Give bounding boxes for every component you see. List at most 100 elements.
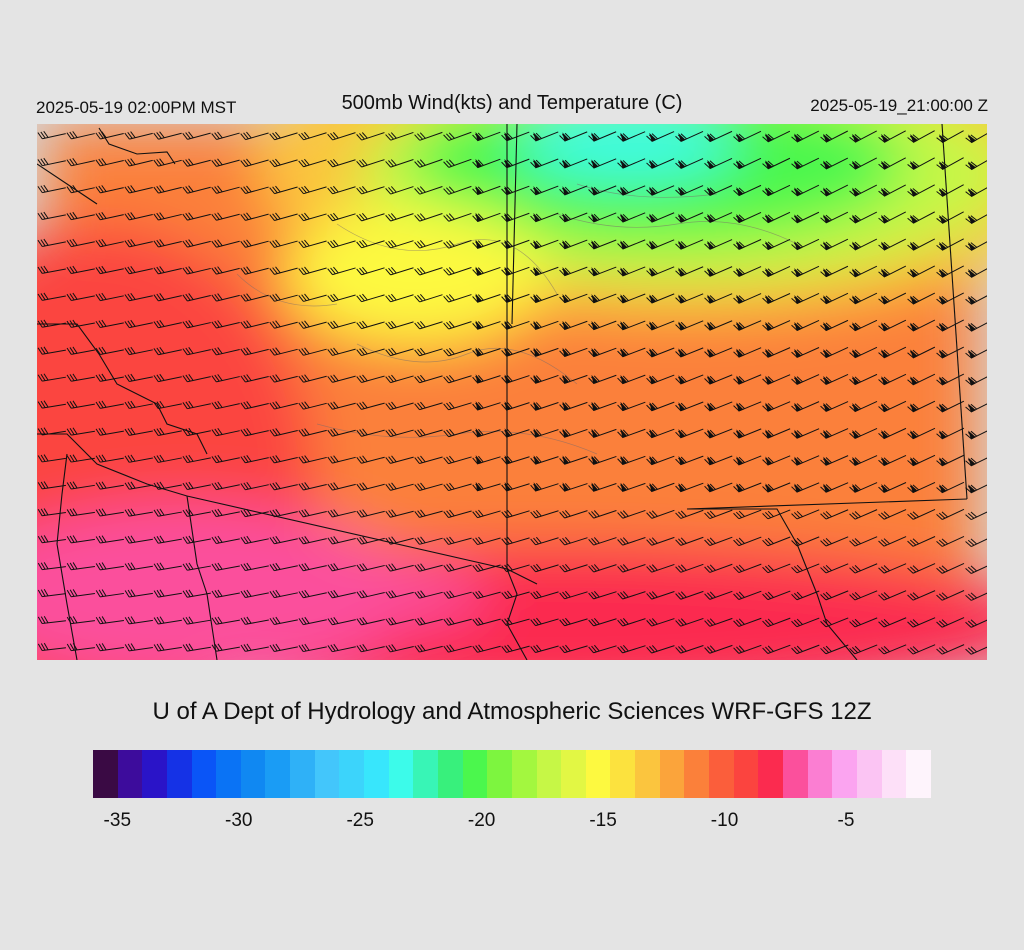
wind-barb (66, 319, 95, 328)
wind-barb (124, 589, 153, 598)
wind-barb (356, 482, 385, 491)
wind-barb (501, 239, 530, 250)
wind-barb (675, 239, 704, 250)
wind-barb (820, 509, 849, 520)
wind-barb (240, 455, 269, 464)
colorbar-swatch (635, 750, 660, 798)
wind-barb (95, 238, 124, 248)
colorbar-swatch (561, 750, 586, 798)
wind-barb (675, 645, 704, 654)
wind-barb (327, 347, 356, 356)
colorbar-swatch (906, 750, 931, 798)
valid-time-label: 2025-05-19_21:00:00 Z (810, 96, 988, 115)
wind-barb (472, 158, 501, 169)
wind-barb (95, 346, 124, 355)
wind-barb (704, 130, 733, 143)
wind-barb (124, 292, 153, 302)
wind-barb (95, 319, 124, 329)
wind-barb (95, 185, 124, 194)
wind-barb (733, 536, 762, 547)
wind-barb (965, 319, 987, 332)
wind-barb (849, 211, 878, 224)
wind-barb (153, 508, 182, 517)
wind-barb (849, 184, 878, 197)
colorbar-swatch (782, 750, 808, 798)
wind-barb (530, 374, 559, 384)
wind-barb (501, 617, 530, 626)
colorbar-tick-label: -10 (710, 810, 739, 831)
wind-barb (95, 562, 124, 571)
wind-barb (124, 400, 153, 409)
wind-barb (385, 401, 414, 411)
wind-barb (37, 346, 66, 355)
wind-barb (965, 454, 987, 467)
wind-barb (820, 455, 849, 466)
wind-barb (820, 157, 849, 170)
wind-barb (617, 428, 646, 439)
wind-barb (443, 455, 472, 465)
wind-barb (124, 427, 153, 436)
wind-barb (704, 509, 733, 520)
wind-barb (153, 481, 182, 490)
wind-barb (907, 563, 936, 574)
wind-barb (298, 374, 327, 383)
wind-barb (733, 347, 762, 358)
wind-barb (936, 157, 964, 171)
wind-barb (936, 319, 965, 332)
wind-barb (791, 238, 820, 251)
wind-barb (936, 562, 965, 574)
wind-barb (240, 293, 269, 302)
wind-barb (95, 589, 124, 598)
wind-barb (791, 509, 820, 520)
wind-barb (211, 185, 240, 194)
wind-barb (153, 293, 182, 302)
wind-barb (820, 130, 849, 143)
wind-barb (762, 293, 791, 305)
wind-barb (965, 373, 987, 386)
wind-barb (588, 266, 617, 277)
wind-barb (936, 454, 965, 467)
wind-barb (414, 428, 443, 438)
colorbar-tick-label: -30 (225, 810, 253, 831)
wind-barb (356, 374, 385, 383)
wind-barb (849, 238, 878, 251)
wind-barb (646, 618, 675, 627)
wind-barb (530, 239, 559, 250)
wind-barb (762, 130, 791, 143)
wind-barb (907, 130, 935, 143)
wind-barb (588, 158, 617, 169)
wind-barb (298, 239, 327, 249)
wind-barb (240, 374, 269, 383)
colorbar-swatch (462, 750, 488, 798)
wind-barb (762, 563, 791, 574)
wind-barb (240, 131, 269, 141)
wind-barb (733, 590, 762, 600)
wind-barb (646, 131, 675, 142)
wind-barb (472, 320, 501, 330)
colorbar-tick-label: -20 (467, 810, 496, 831)
wind-barb (646, 293, 675, 304)
wind-barb (936, 292, 964, 305)
wind-barb (878, 454, 907, 467)
wind-barb (414, 617, 443, 626)
wind-barb (878, 373, 907, 386)
colorbar-swatch (142, 750, 167, 798)
wind-barb (327, 266, 356, 276)
wind-barb (965, 238, 987, 251)
wind-barb (878, 536, 907, 547)
wind-barb (182, 185, 211, 194)
wind-barb (240, 266, 269, 275)
wind-barb (182, 131, 211, 140)
wind-barb (95, 535, 124, 544)
wind-barb (501, 293, 530, 303)
wind-barb (66, 184, 95, 194)
wind-barb (501, 347, 530, 357)
wind-barb (733, 401, 762, 412)
wind-barb (588, 591, 617, 600)
wind-barb (37, 454, 66, 463)
wind-barb (617, 212, 646, 223)
wind-barb (646, 374, 675, 385)
wind-barbs (37, 130, 987, 655)
wind-barb (704, 428, 733, 439)
wind-barb (936, 130, 964, 144)
